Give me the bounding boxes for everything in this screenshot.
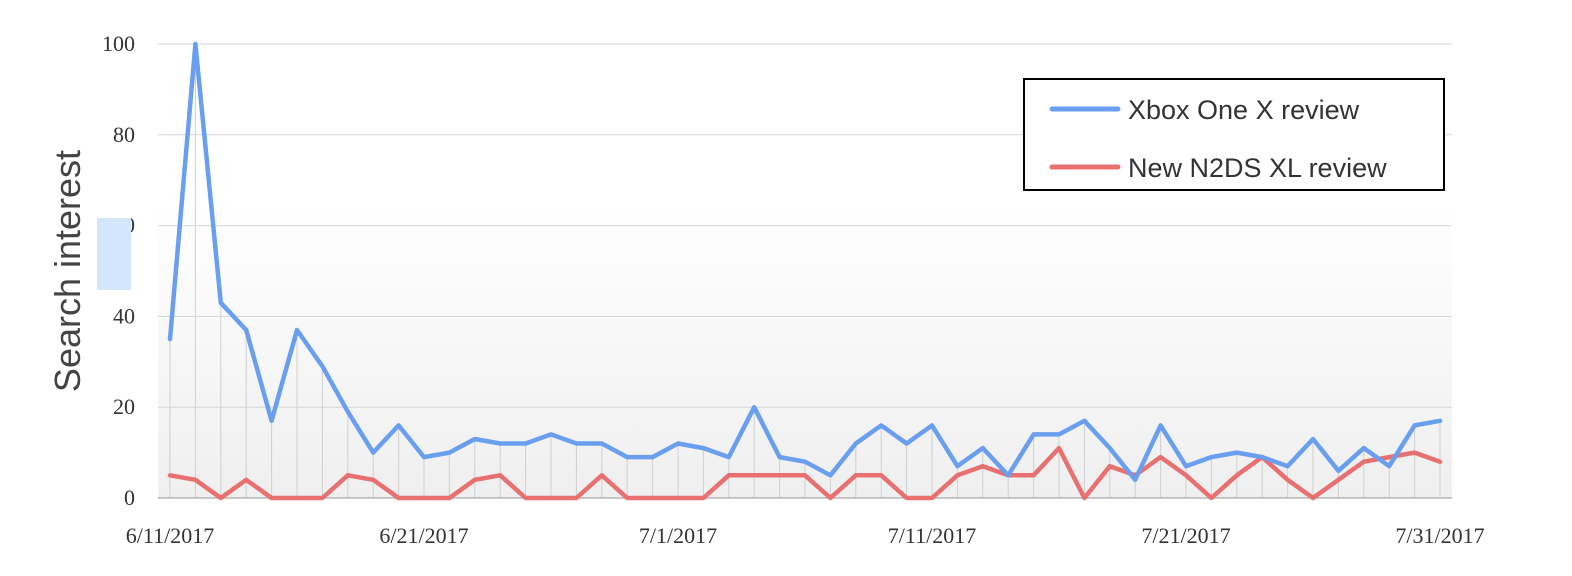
series-lines (167, 41, 1443, 501)
x-tick-labels: 6/11/2017 6/21/2017 7/1/2017 7/11/2017 7/21/… (126, 523, 1485, 548)
x-tick-label: 7/11/2017 (888, 523, 976, 548)
horizontal-gridlines (158, 43, 1452, 499)
x-tick-label: 7/1/2017 (639, 523, 717, 548)
series-line (167, 445, 1443, 501)
x-tick-label: 7/21/2017 (1141, 523, 1230, 548)
series-line (167, 41, 1443, 483)
y-tick-label: 100 (102, 31, 135, 56)
x-tick-label: 6/11/2017 (126, 523, 214, 548)
y-axis-title: Search interest (47, 150, 88, 392)
y-tick-label: 20 (113, 394, 135, 419)
y-tick-label: 0 (124, 485, 135, 510)
legend-box (1023, 78, 1445, 191)
vertical-gridlines (169, 44, 1441, 498)
y-tick-label: 40 (113, 303, 135, 328)
y-label-highlight (97, 218, 131, 290)
x-tick-label: 6/21/2017 (379, 523, 468, 548)
legend-label: New N2DS XL review (1128, 153, 1387, 183)
y-tick-label: 80 (113, 122, 135, 147)
x-tick-label: 7/31/2017 (1395, 523, 1484, 548)
legend: Xbox One X review New N2DS XL review (1023, 78, 1445, 191)
legend-label: Xbox One X review (1128, 95, 1360, 125)
